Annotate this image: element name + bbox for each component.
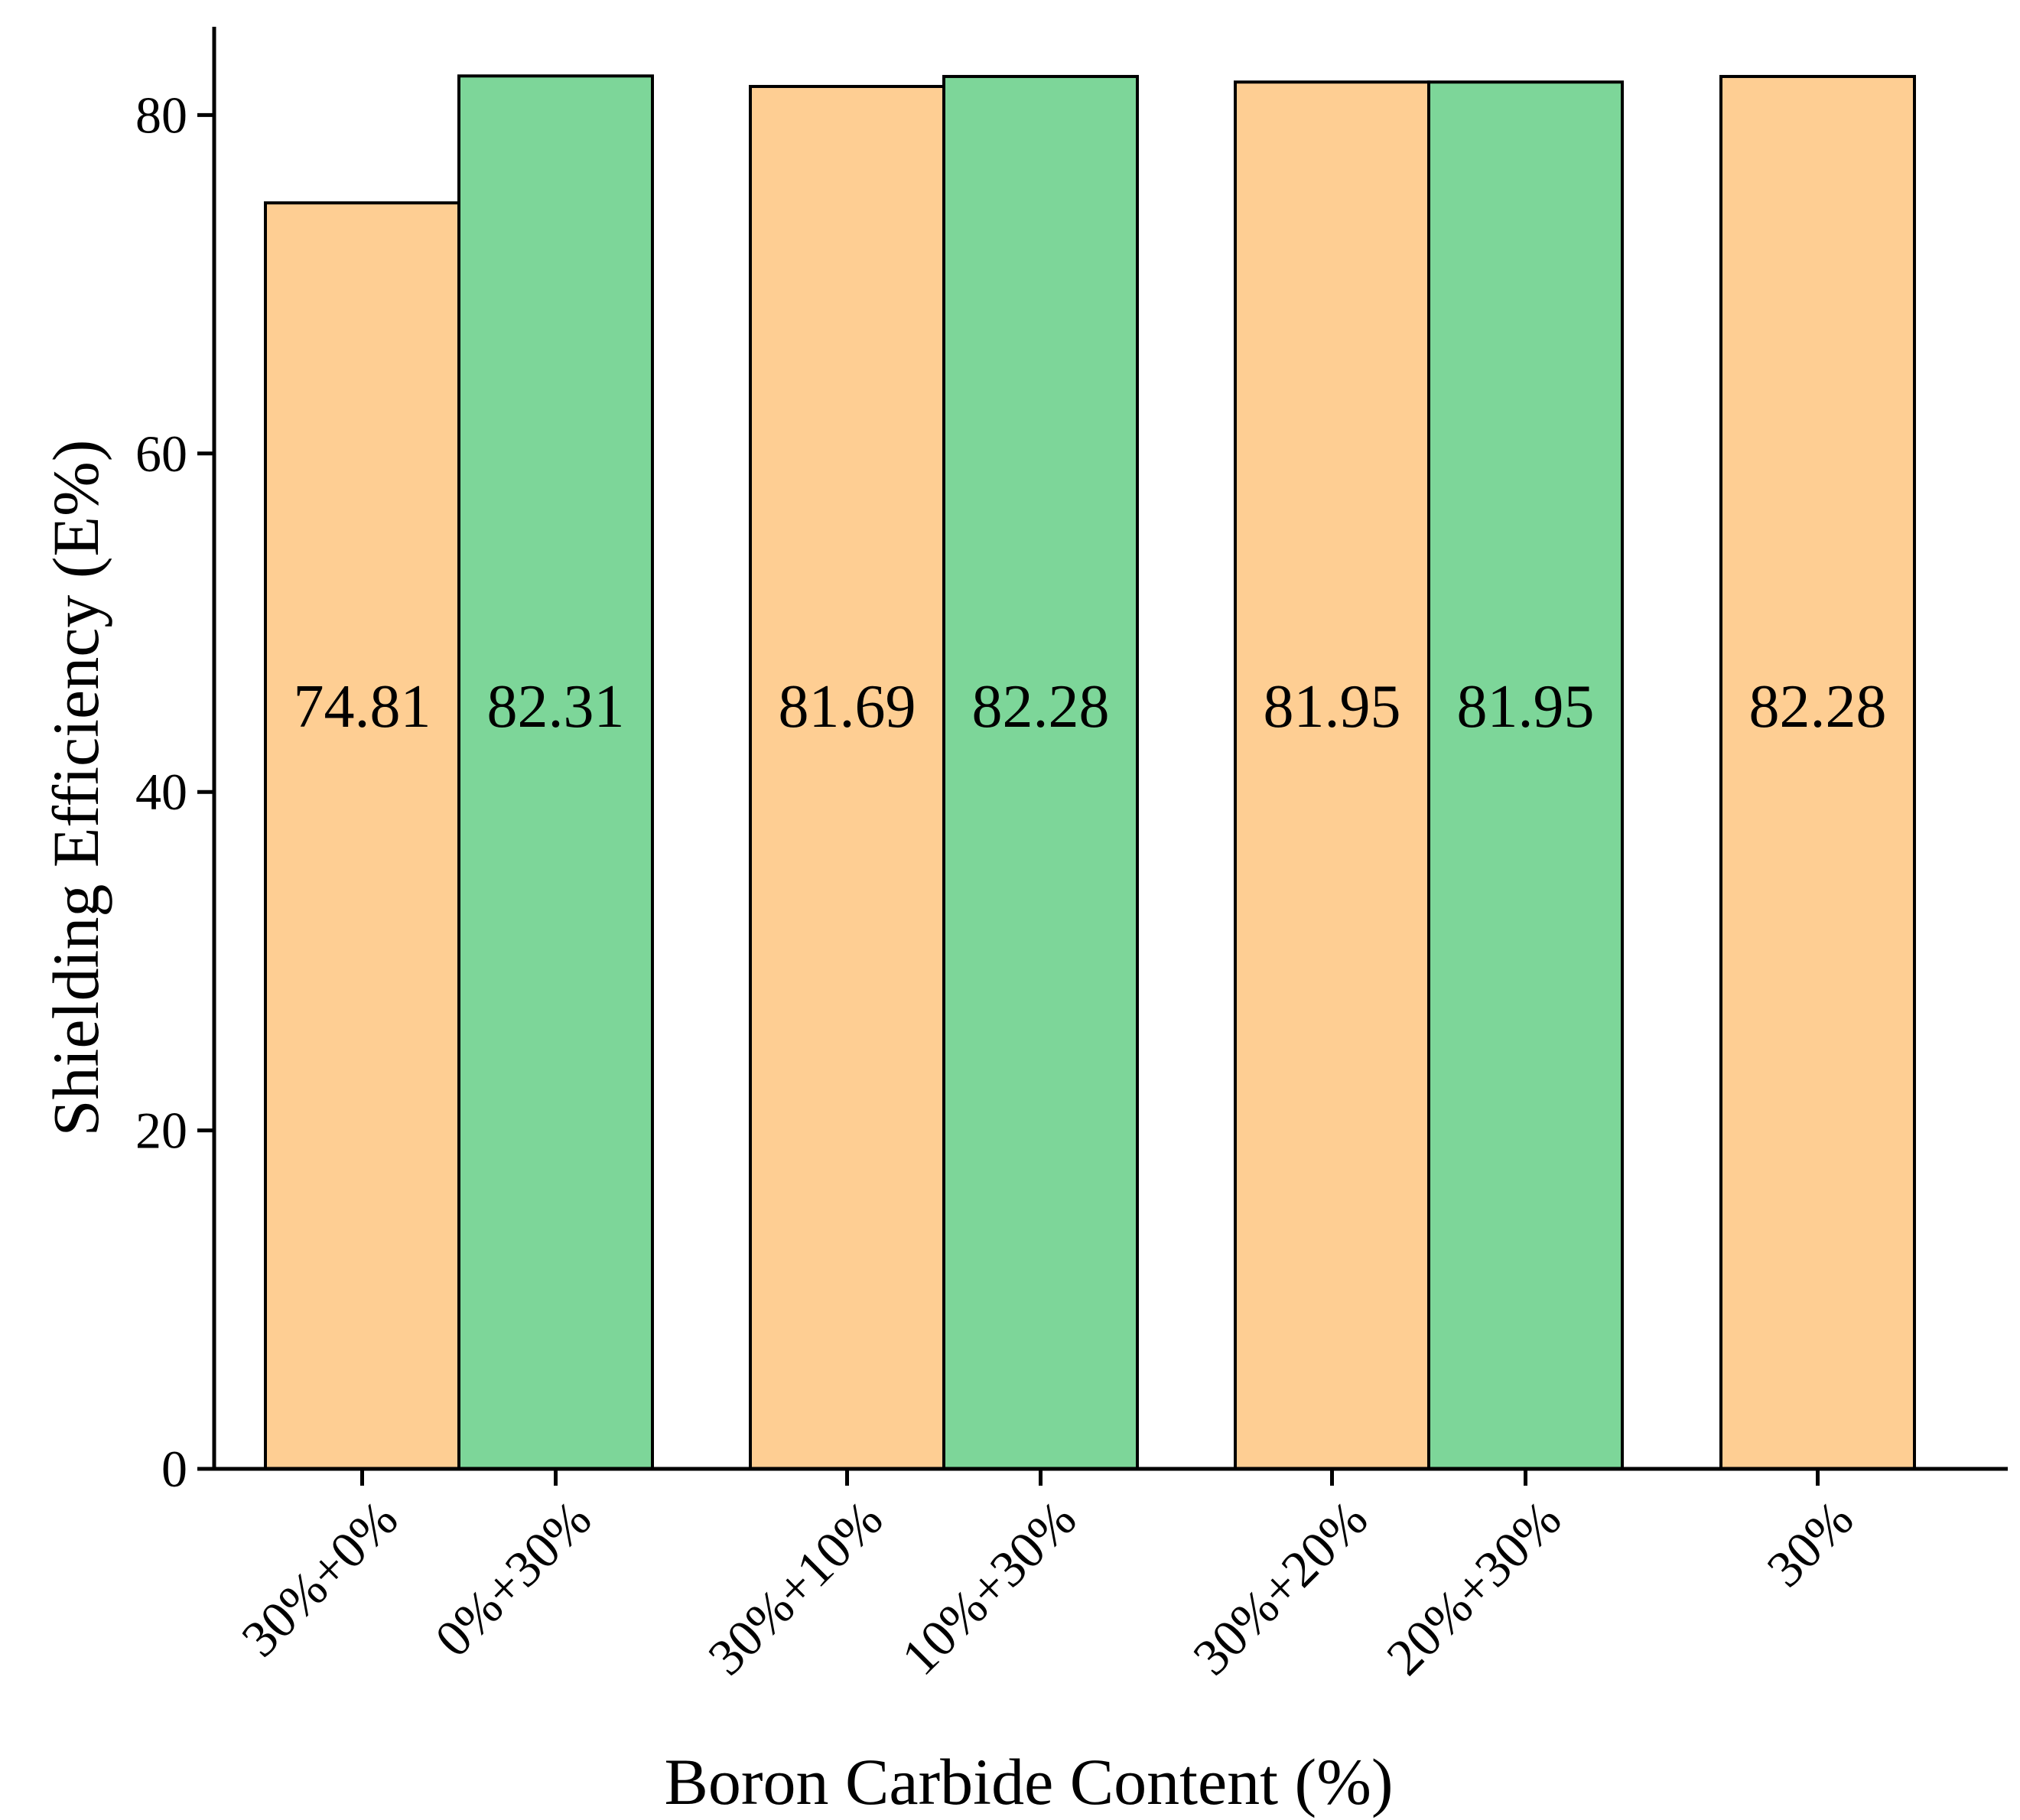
data-label-30pct-plus-10pct: 81.69: [779, 673, 916, 741]
y-ticks-layer: 0 20 40 60 80: [135, 86, 214, 1498]
data-label-30pct: 82.28: [1749, 673, 1887, 741]
bar-30pct: [1719, 74, 1916, 1470]
data-label-30pct-plus-20pct: 81.95: [1264, 673, 1401, 741]
x-ticks-layer: 30%+0% 0%+30% 30%+10%10%+30% 30%+20%20%+30%…: [230, 1469, 1864, 1686]
bar-30pct-plus-0pct: [264, 201, 460, 1471]
x-tick-label-30pct-plus-10pct: 30%+10%: [697, 1490, 893, 1686]
data-label-30pct-plus-0pct: 74.81: [294, 673, 431, 741]
y-tick-label-80: 80: [135, 86, 187, 144]
bar-30pct-plus-20pct: [1234, 80, 1430, 1471]
bar-10pct-plus-30pct: [942, 74, 1139, 1470]
bar-20pct-plus-30pct: [1427, 80, 1624, 1471]
data-label-10pct-plus-30pct: 82.28: [972, 673, 1110, 741]
data-labels-layer: 74.81 82.31 81.69 82.28 81.95 81.95 82.28: [294, 673, 1887, 741]
data-label-0pct-plus-30pct: 82.31: [487, 673, 625, 741]
y-tick-label-60: 60: [135, 425, 187, 483]
y-tick-label-0: 0: [161, 1440, 187, 1498]
x-tick-label-10pct-plus-30pct: 10%+30%: [890, 1490, 1087, 1686]
bars-layer: [264, 74, 1916, 1471]
x-axis-title: Boron Carbide Content (%): [665, 1745, 1394, 1818]
x-tick-label-30pct-plus-20pct: 30%+20%: [1182, 1490, 1378, 1686]
x-tick-label-20pct-plus-30pct: 20%+30%: [1375, 1490, 1572, 1686]
bar-30pct-plus-10pct: [749, 85, 945, 1470]
x-tick-label-30pct-plus-0pct: 30%+0%: [230, 1490, 408, 1668]
data-label-20pct-plus-30pct: 81.95: [1457, 673, 1595, 741]
x-tick-label-0pct-plus-30pct: 0%+30%: [424, 1490, 602, 1668]
y-axis-title: Shielding Efficiency (E%): [39, 440, 112, 1137]
x-tick-label-30pct: 30%: [1755, 1490, 1864, 1598]
bar-0pct-plus-30pct: [457, 74, 654, 1470]
y-tick-label-40: 40: [135, 763, 187, 821]
y-tick-label-20: 20: [135, 1102, 187, 1160]
